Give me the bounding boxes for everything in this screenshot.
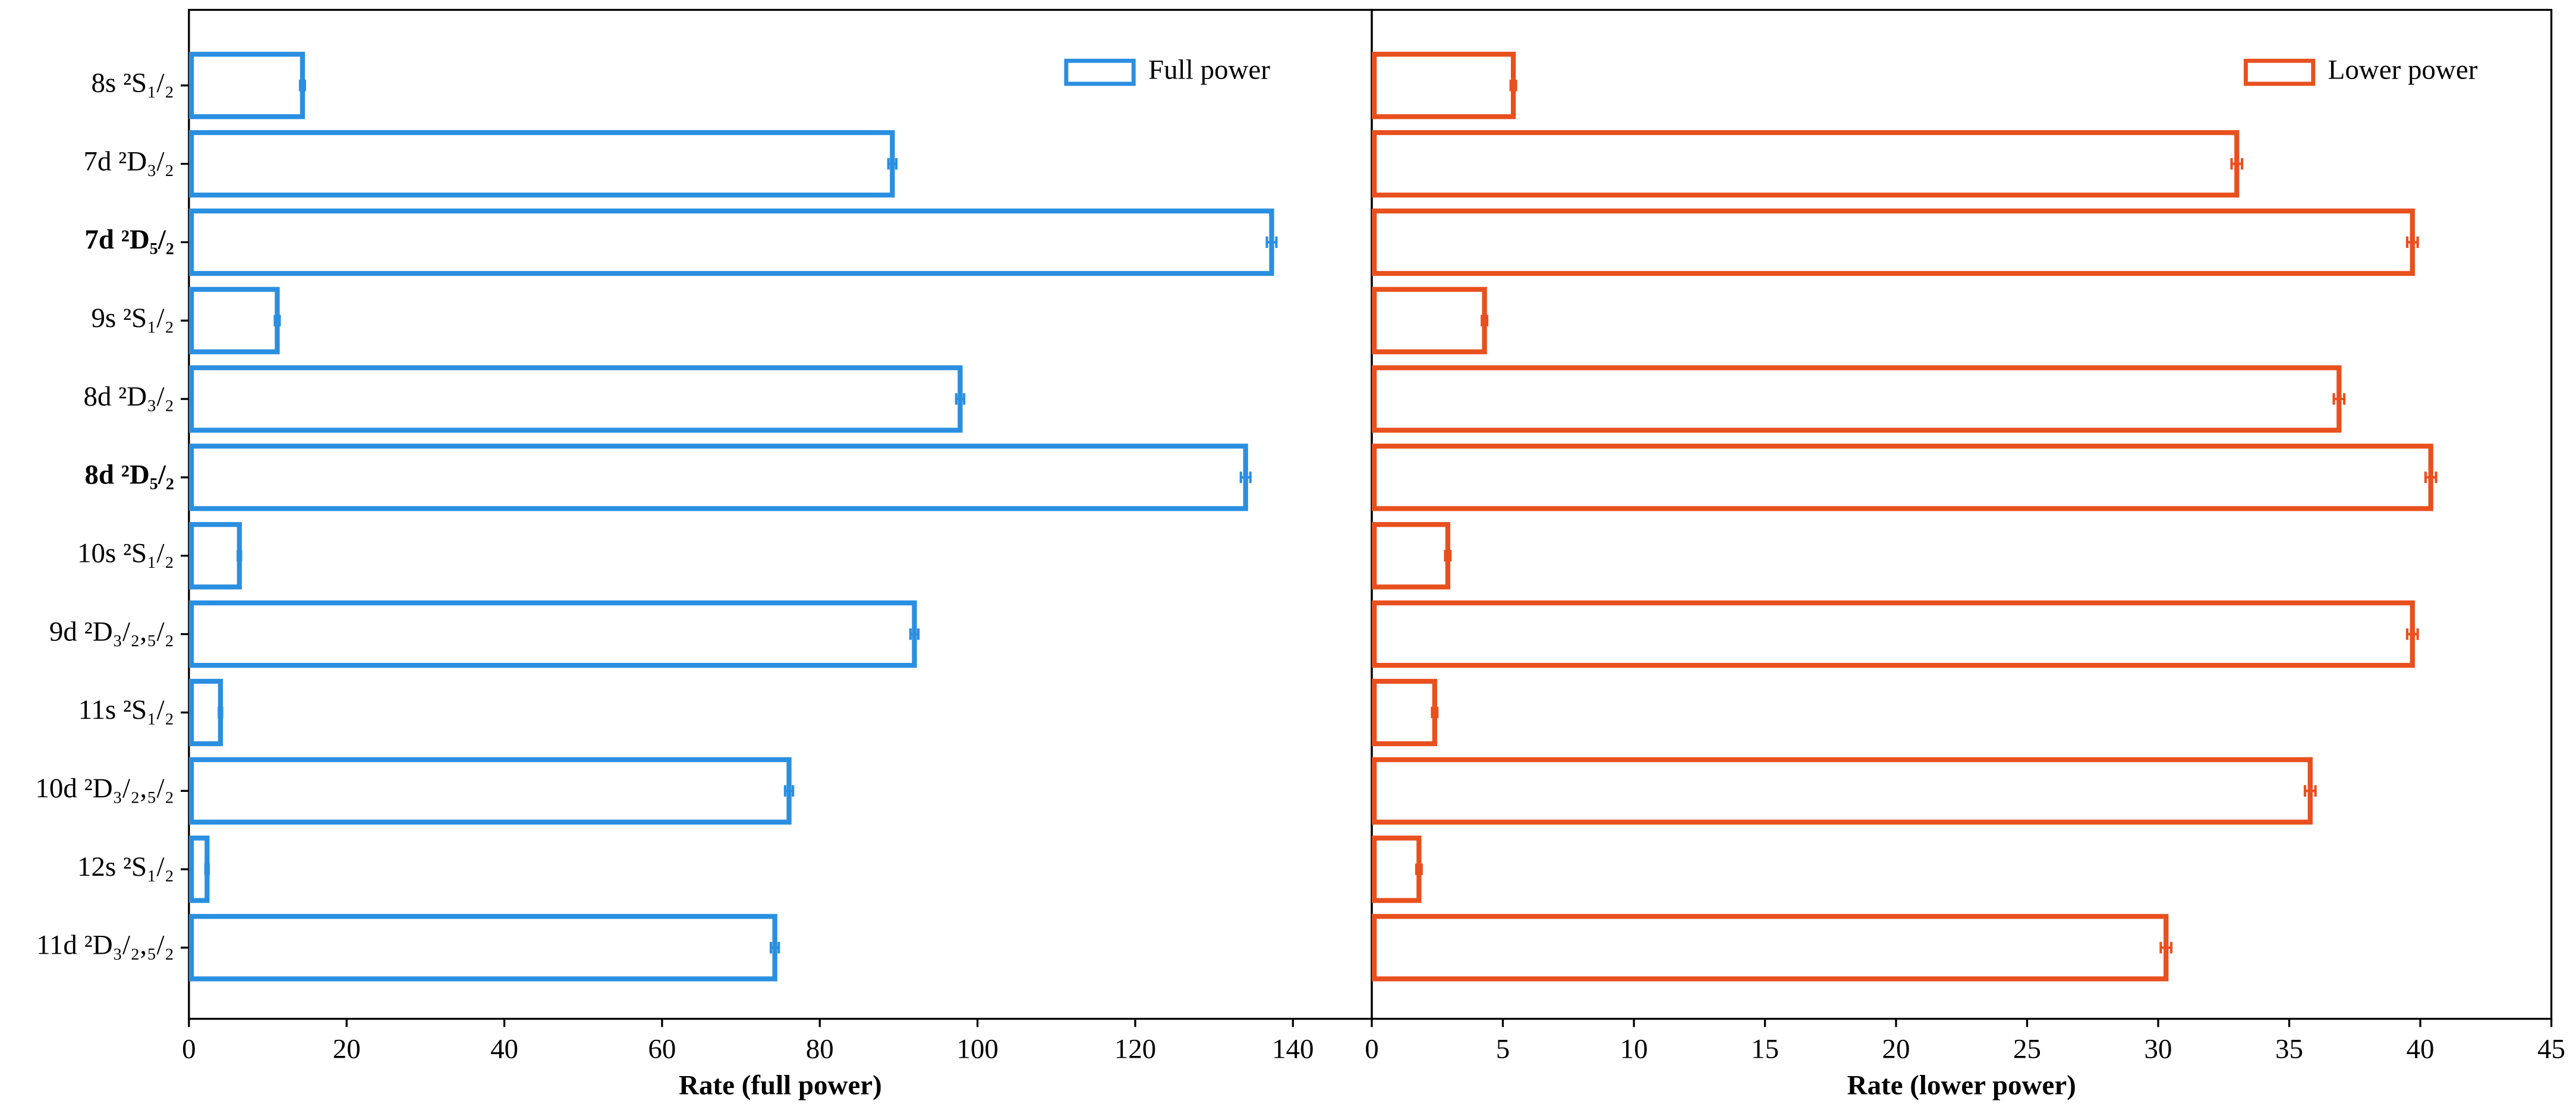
x-tick-label: 0 bbox=[182, 1034, 196, 1065]
bar bbox=[188, 600, 917, 668]
x-tick-label: 120 bbox=[1114, 1034, 1156, 1065]
x-tick-label: 60 bbox=[648, 1034, 676, 1065]
bar bbox=[1371, 600, 2415, 668]
y-tick-label: 8d ²D₅/₂ bbox=[84, 460, 174, 490]
y-tick-label: 10d ²D₃/₂,₅/₂ bbox=[35, 773, 174, 804]
plot-frame bbox=[188, 8, 1373, 1020]
x-tick-label: 80 bbox=[806, 1034, 834, 1065]
x-tick-label: 20 bbox=[333, 1034, 361, 1065]
y-tick-label: 11s ²S₁/₂ bbox=[78, 694, 174, 725]
x-tick-label: 0 bbox=[1365, 1034, 1378, 1065]
y-tick-label: 8d ²D₃/₂ bbox=[83, 381, 174, 412]
bar bbox=[1371, 757, 2313, 825]
y-tick-label: 11d ²D₃/₂,₅/₂ bbox=[36, 930, 174, 961]
bar bbox=[1371, 835, 1422, 903]
x-tick-label: 25 bbox=[2013, 1034, 2041, 1065]
x-axis-label: Rate (full power) bbox=[679, 1070, 882, 1100]
y-tick-label: 8s ²S₁/₂ bbox=[91, 68, 174, 99]
bar bbox=[188, 678, 223, 747]
bar bbox=[188, 914, 777, 982]
bar bbox=[1371, 444, 2433, 511]
plot-frame bbox=[1371, 8, 2553, 1020]
x-tick-label: 30 bbox=[2144, 1034, 2172, 1065]
bar bbox=[188, 757, 792, 825]
x-tick-label: 15 bbox=[1751, 1034, 1779, 1065]
bar bbox=[1371, 365, 2342, 433]
x-tick-label: 35 bbox=[2275, 1034, 2303, 1065]
bar bbox=[188, 287, 280, 354]
bar bbox=[188, 208, 1274, 276]
x-tick-label: 5 bbox=[1496, 1034, 1510, 1065]
x-tick-label: 40 bbox=[490, 1034, 518, 1065]
y-tick-label: 12s ²S₁/₂ bbox=[77, 851, 174, 882]
bar bbox=[1371, 522, 1451, 590]
y-tick-label: 10s ²S₁/₂ bbox=[77, 538, 174, 569]
bar bbox=[1371, 208, 2415, 276]
x-tick-label: 40 bbox=[2407, 1034, 2435, 1065]
x-axis-label: Rate (lower power) bbox=[1847, 1070, 2076, 1100]
bar bbox=[1371, 52, 1516, 120]
x-tick-label: 10 bbox=[1620, 1034, 1648, 1065]
bar bbox=[188, 444, 1248, 511]
y-tick-label: 7d ²D₃/₂ bbox=[83, 146, 174, 177]
bar bbox=[1371, 287, 1487, 354]
x-tick-label: 45 bbox=[2537, 1034, 2565, 1065]
bar bbox=[1371, 678, 1437, 747]
x-tick-label: 100 bbox=[956, 1034, 998, 1065]
legend-label: Full power bbox=[1148, 54, 1270, 85]
y-tick-label: 9d ²D₃/₂,₅/₂ bbox=[49, 616, 174, 647]
x-tick-label: 20 bbox=[1882, 1034, 1910, 1065]
legend-swatch bbox=[2243, 58, 2316, 86]
y-tick-label: 9s ²S₁/₂ bbox=[91, 303, 174, 334]
bar bbox=[188, 130, 895, 198]
legend-swatch bbox=[1064, 58, 1136, 86]
bar bbox=[1371, 130, 2240, 198]
bar bbox=[188, 52, 306, 120]
bar bbox=[188, 365, 963, 433]
legend-label: Lower power bbox=[2328, 54, 2478, 85]
bar bbox=[188, 522, 242, 590]
y-tick-label: 7d ²D₅/₂ bbox=[84, 224, 174, 255]
bar bbox=[1371, 914, 2169, 982]
x-tick-label: 140 bbox=[1272, 1034, 1314, 1065]
